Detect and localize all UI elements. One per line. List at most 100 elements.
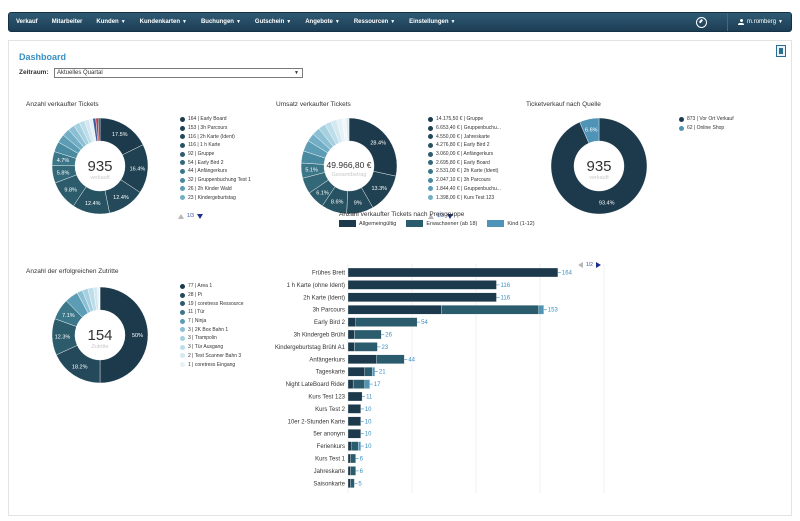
bar-segment[interactable] — [347, 305, 442, 315]
legend-item[interactable]: 2.695,80 € | Early Board — [428, 158, 501, 167]
zutritte-slice-label: 18.2% — [72, 365, 88, 371]
legend-item[interactable]: 6.653,40 € | Gruppenbuchu... — [428, 124, 501, 133]
legend-item[interactable]: 19 | coretress Ressource — [180, 299, 244, 308]
legend-item[interactable]: 2.047,10 € | 3h Parcours — [428, 176, 501, 185]
legend-item[interactable]: 23 | Kindergeburtstag — [180, 193, 251, 202]
zutritte-slice[interactable] — [99, 286, 149, 384]
nav-item-einstellungen[interactable]: Einstellungen ▼ — [402, 13, 462, 31]
dashboard-gauge-icon[interactable] — [696, 16, 708, 28]
category-label: 5er anonym — [313, 432, 345, 438]
legend-item[interactable]: 4.550,00 € | Jahreskarte — [428, 132, 501, 141]
bar-segment[interactable] — [350, 478, 355, 488]
zutritte-slice[interactable] — [98, 286, 101, 311]
legend-item[interactable]: 1.844,40 € | Gruppenbuchu... — [428, 185, 501, 194]
bar-legend-item[interactable]: Kind (1-12) — [487, 220, 535, 227]
bar-segment[interactable] — [347, 342, 355, 352]
legend-item[interactable]: 14.175,50 € | Gruppe — [428, 115, 501, 124]
bar-segment[interactable] — [347, 367, 365, 377]
legend-item[interactable]: 92 | Gruppe — [180, 150, 251, 159]
nav-item-buchungen[interactable]: Buchungen ▼ — [194, 13, 248, 31]
bar-segment[interactable] — [350, 453, 356, 464]
legend-item[interactable]: 62 | Online Shop — [679, 124, 734, 133]
legend-item[interactable]: 32 | Gruppenbuchung Test 1 — [180, 176, 251, 185]
tickets-slice[interactable] — [97, 117, 101, 142]
legend-item[interactable]: 26 | 2h Kinder Wald — [180, 185, 251, 194]
bar-segment[interactable] — [347, 292, 497, 302]
prev-page-icon[interactable] — [578, 262, 583, 268]
nav-item-gutschein[interactable]: Gutschein ▼ — [248, 13, 298, 31]
bar-segment[interactable] — [347, 317, 356, 327]
bar-segment[interactable] — [354, 342, 378, 352]
prev-page-icon[interactable] — [428, 213, 434, 219]
legend-label: 77 | Area 1 — [188, 283, 213, 290]
bar-segment[interactable] — [358, 441, 361, 451]
bar-segment[interactable] — [347, 280, 497, 290]
legend-item[interactable]: 116 | 2h Karte (Ident) — [180, 132, 251, 141]
legend-item[interactable]: 1.398,00 € | Kurs Test 123 — [428, 193, 501, 202]
legend-label: 1.844,40 € | Gruppenbuchu... — [436, 185, 501, 192]
legend-item[interactable]: 116 | 1 h Karte — [180, 141, 251, 150]
legend-item[interactable]: 11 | Tür — [180, 308, 244, 317]
bar-segment[interactable] — [347, 329, 355, 340]
bar-segment[interactable] — [347, 354, 377, 364]
bar-segment[interactable] — [355, 317, 418, 327]
prev-page-icon[interactable] — [178, 213, 184, 219]
bar-segment[interactable] — [347, 267, 559, 278]
legend-item[interactable]: 3 | 2K Box Bahn 1 — [180, 325, 244, 334]
quelle-slice[interactable] — [550, 117, 648, 215]
bar-segment[interactable] — [347, 404, 361, 414]
bar-segment[interactable] — [347, 429, 361, 439]
umsatz-slice[interactable] — [345, 117, 350, 142]
bar-segment[interactable] — [372, 367, 376, 377]
export-icon[interactable] — [776, 45, 786, 57]
legend-item[interactable]: 44 | Anfängerkurs — [180, 167, 251, 176]
bar-legend-item[interactable]: Erwachsener (ab 18) — [406, 220, 477, 227]
zeitraum-select[interactable]: Aktuelles Quartal ▼ — [54, 68, 303, 78]
next-page-icon[interactable] — [595, 262, 601, 268]
nav-item-kunden[interactable]: Kunden ▼ — [89, 13, 132, 31]
bar-segment[interactable] — [347, 441, 352, 451]
bar-segment[interactable] — [354, 329, 382, 340]
next-page-icon[interactable] — [446, 213, 453, 219]
bar-segment[interactable] — [538, 305, 544, 315]
legend-item[interactable]: 3.060,00 € | Anfängerkurs — [428, 150, 501, 159]
next-page-icon[interactable] — [196, 213, 203, 219]
nav-item-verkauf[interactable]: Verkauf — [9, 13, 45, 31]
legend-item[interactable]: 153 | 3h Parcours — [180, 124, 251, 133]
user-menu[interactable]: m.romberg ▼ — [727, 13, 791, 31]
bar-segment[interactable] — [347, 466, 351, 476]
legend-label: 44 | Anfängerkurs — [188, 168, 228, 175]
bar-segment[interactable] — [364, 379, 370, 389]
legend-item[interactable]: 164 | Early Board — [180, 115, 251, 124]
nav-item-ressourcen[interactable]: Ressourcen ▼ — [347, 13, 402, 31]
legend-item[interactable]: 2 | Test Scanner Bahn 3 — [180, 352, 244, 361]
legend-item[interactable]: 7 | Ninja — [180, 317, 244, 326]
bar-segment[interactable] — [352, 379, 365, 389]
nav-item-mitarbeiter[interactable]: Mitarbeiter — [45, 13, 90, 31]
bar-total-label: 11 — [366, 395, 373, 401]
legend-item[interactable]: 4.276,80 € | Early Bird 2 — [428, 141, 501, 150]
nav-item-angebote[interactable]: Angebote ▼ — [298, 13, 347, 31]
bar-segment[interactable] — [441, 305, 539, 315]
bar-segment[interactable] — [351, 441, 359, 451]
bar-segment[interactable] — [364, 367, 373, 377]
legend-item[interactable]: 3 | Trampolin — [180, 334, 244, 343]
bar-legend-item[interactable]: Allgemeingültig — [339, 220, 396, 227]
legend-item[interactable]: 2.531,00 € | 2h Karte (Ident) — [428, 167, 501, 176]
legend-item[interactable]: 28 | Pi — [180, 291, 244, 300]
bar-segment[interactable] — [347, 391, 363, 402]
bar-segment[interactable] — [350, 466, 356, 476]
umsatz-chart-title: Umsatz verkaufter Tickets — [276, 101, 351, 108]
bar-segment[interactable] — [347, 379, 354, 389]
nav-item-kundenkarten[interactable]: Kundenkarten ▼ — [133, 13, 194, 31]
bar-segment[interactable] — [347, 453, 351, 464]
legend-item[interactable]: 873 | Vor Ort Verkauf — [679, 115, 734, 124]
quelle-slice[interactable] — [579, 117, 600, 144]
legend-item[interactable]: 54 | Early Bird 2 — [180, 158, 251, 167]
bar-segment[interactable] — [347, 478, 351, 488]
legend-item[interactable]: 3 | Tür Ausgang — [180, 343, 244, 352]
legend-item[interactable]: 77 | Area 1 — [180, 282, 244, 291]
bar-segment[interactable] — [347, 416, 361, 426]
bar-segment[interactable] — [376, 354, 405, 364]
legend-item[interactable]: 1 | coretress Eingang — [180, 360, 244, 369]
